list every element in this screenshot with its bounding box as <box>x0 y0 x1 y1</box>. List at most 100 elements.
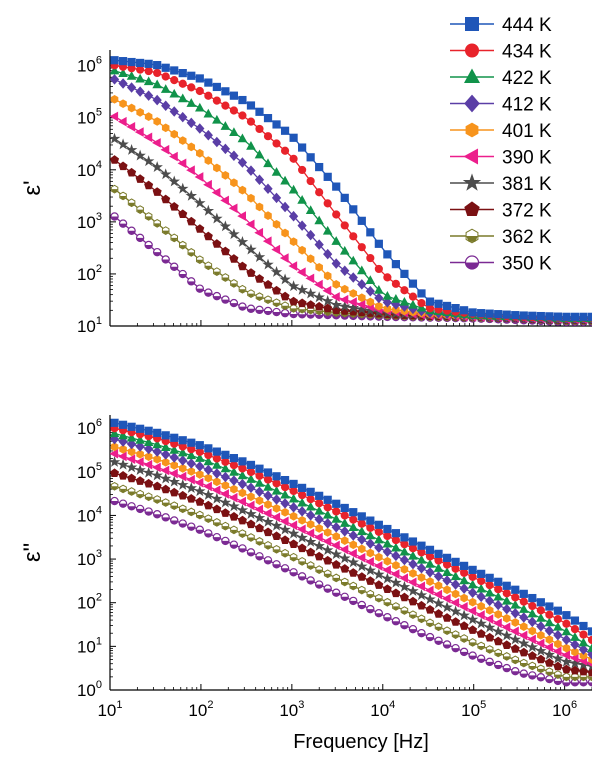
data-point <box>443 614 451 621</box>
data-point <box>205 92 212 99</box>
data-point <box>247 102 254 109</box>
data-point <box>366 539 374 548</box>
data-point <box>247 510 256 518</box>
data-point <box>529 312 536 319</box>
data-point <box>307 521 314 529</box>
data-point <box>204 110 212 117</box>
data-point <box>358 573 366 580</box>
data-point <box>366 558 373 566</box>
data-point <box>205 474 212 482</box>
data-point <box>307 529 314 537</box>
y-tick-label: 104 <box>77 159 102 180</box>
data-point <box>580 313 587 320</box>
x-tick-label: 101 <box>97 699 122 720</box>
data-point <box>188 468 195 476</box>
data-point <box>393 562 400 570</box>
data-point <box>256 465 263 472</box>
data-point <box>451 607 460 615</box>
legend-entry: 381 K <box>450 174 552 195</box>
data-point <box>136 175 144 182</box>
data-point <box>239 489 246 497</box>
data-point <box>580 645 588 654</box>
data-point <box>400 548 408 555</box>
data-point <box>562 628 570 635</box>
data-point <box>478 570 485 577</box>
data-point <box>409 552 417 559</box>
data-point <box>520 613 528 622</box>
data-point <box>503 311 510 318</box>
data-point <box>272 521 281 529</box>
data-point <box>154 62 161 69</box>
data-point <box>367 229 374 236</box>
data-point <box>468 615 477 623</box>
data-point <box>290 238 297 246</box>
data-point <box>435 610 443 617</box>
data-point <box>375 581 383 588</box>
data-point <box>197 150 204 158</box>
data-point <box>469 581 477 588</box>
data-point <box>367 254 374 261</box>
data-point <box>179 437 186 444</box>
data-point <box>571 633 579 640</box>
data-point <box>316 525 323 533</box>
data-point <box>358 535 366 544</box>
data-point <box>162 124 169 132</box>
data-point <box>290 487 297 494</box>
data-point <box>478 602 485 610</box>
data-point <box>315 507 323 514</box>
data-point <box>452 565 459 572</box>
data-point <box>247 461 254 468</box>
data-point <box>341 565 349 572</box>
data-point <box>264 469 271 476</box>
legend-marker-fill <box>466 263 479 270</box>
data-point <box>418 602 426 609</box>
data-point <box>417 582 424 590</box>
data-point <box>127 123 134 131</box>
data-point <box>230 513 238 520</box>
data-point <box>511 609 519 618</box>
data-point <box>520 590 527 597</box>
data-point <box>179 465 186 473</box>
data-point <box>162 450 170 459</box>
data-point <box>349 558 358 566</box>
data-point <box>409 545 416 552</box>
data-point <box>162 73 169 80</box>
data-point <box>409 560 417 569</box>
data-point <box>230 151 238 160</box>
data-point <box>179 137 186 145</box>
data-point <box>187 459 195 468</box>
data-point <box>230 455 237 462</box>
data-point <box>503 615 510 623</box>
data-point <box>400 556 408 565</box>
data-point <box>486 589 494 596</box>
data-point <box>281 536 289 543</box>
data-point <box>136 87 144 96</box>
data-point <box>443 595 450 603</box>
data-point <box>401 534 408 541</box>
data-point <box>213 97 220 104</box>
data-point <box>281 484 288 491</box>
data-point <box>188 143 195 151</box>
data-point <box>401 566 408 574</box>
data-point <box>153 482 161 489</box>
data-point <box>426 595 435 603</box>
data-point <box>486 607 493 615</box>
data-point <box>350 233 357 240</box>
data-point <box>350 541 357 549</box>
data-point <box>170 477 179 485</box>
data-point <box>367 517 374 524</box>
data-point <box>434 599 443 607</box>
data-point <box>554 607 561 614</box>
data-point <box>426 298 433 305</box>
data-point <box>400 582 409 590</box>
data-point <box>264 133 271 140</box>
data-point <box>350 516 357 523</box>
data-point <box>435 572 443 581</box>
data-point <box>221 122 229 129</box>
data-point <box>417 591 426 599</box>
data-point <box>307 496 314 503</box>
legend-label: 381 K <box>502 174 552 195</box>
data-point <box>580 631 587 638</box>
y-tick-label: 101 <box>77 635 102 656</box>
data-point <box>247 118 254 125</box>
